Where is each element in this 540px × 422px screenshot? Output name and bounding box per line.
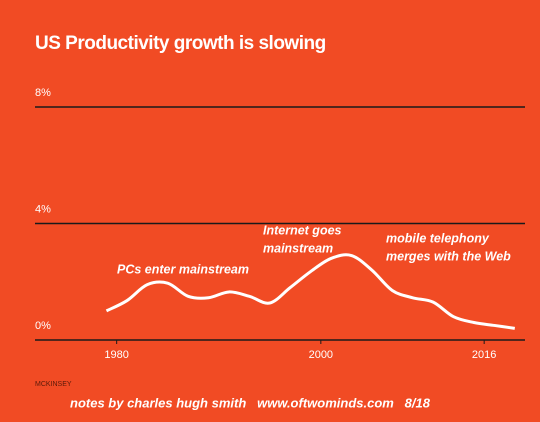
annotation: PCs enter mainstream [117,262,249,276]
x-tick-label: 2000 [309,349,333,361]
annotation: mobile telephony [386,231,490,245]
data-line [105,253,516,330]
source: MCKINSEY [35,381,72,388]
footer: notes by charles hugh smith www.oftwomin… [70,395,431,410]
chart-title: US Productivity growth is slowing [35,33,326,54]
annotation: merges with the Web [386,249,511,263]
y-tick-label: 0% [35,320,51,332]
annotation: Internet goes [263,223,342,237]
y-tick-label: 8% [35,87,51,99]
x-tick-label: 1980 [104,349,128,361]
annotation: mainstream [263,241,333,255]
y-tick-label: 4% [35,203,51,215]
x-tick-label: 2016 [472,349,496,361]
